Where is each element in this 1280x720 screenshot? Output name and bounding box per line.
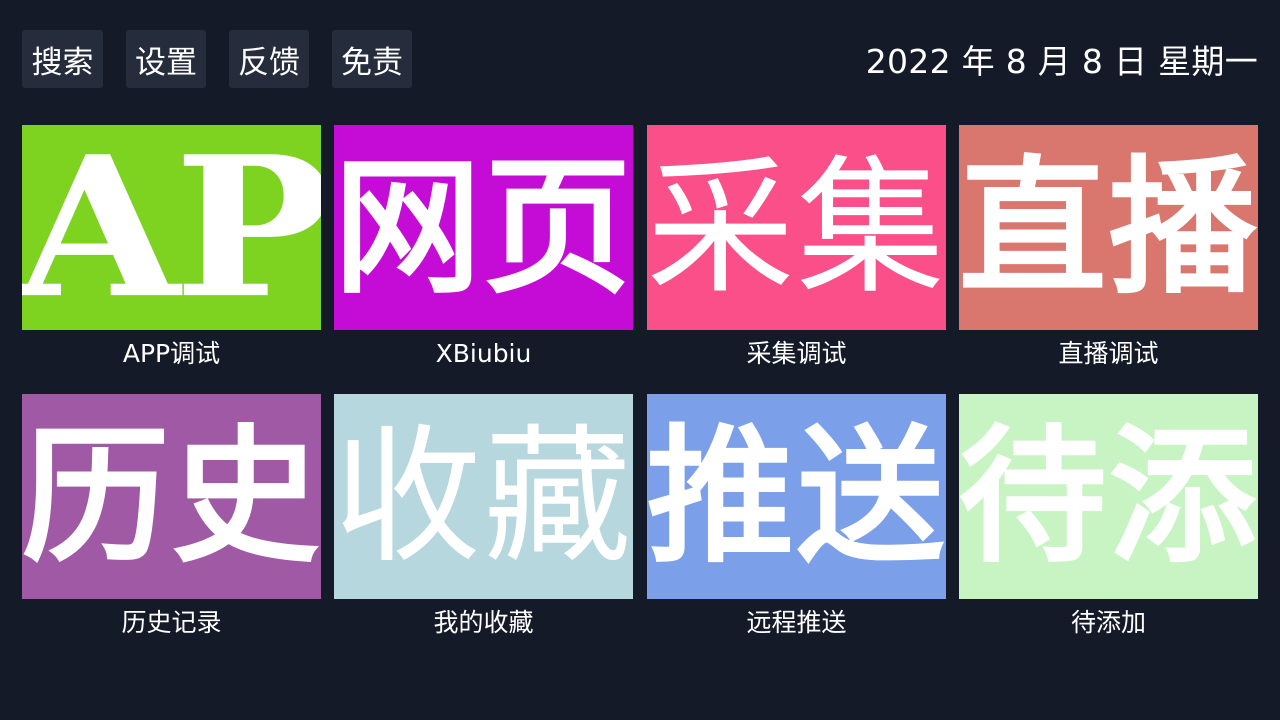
tile-label: XBiubiu [435, 339, 532, 368]
tile-image: 收藏 [334, 394, 633, 599]
tile-to-be-added[interactable]: 待添 待添加 [959, 394, 1258, 642]
tile-image: 历史 [22, 394, 321, 599]
tile-graphic: 推送 [647, 410, 946, 583]
tile-image: 待添 [959, 394, 1258, 599]
tile-favorites[interactable]: 收藏 我的收藏 [334, 394, 633, 642]
tile-label: 历史记录 [121, 608, 222, 637]
tile-label: APP调试 [122, 339, 221, 368]
search-button[interactable]: 搜索 [22, 30, 103, 88]
tile-label: 待添加 [1070, 608, 1146, 637]
tile-collect-debug[interactable]: 采集 采集调试 [647, 125, 946, 373]
tile-graphic: 收藏 [334, 410, 633, 583]
top-bar: 搜索 设置 反馈 免责 2022 年 8 月 8 日 星期一 [22, 30, 1258, 88]
tile-image: 推送 [647, 394, 946, 599]
tile-image: 采集 [647, 125, 946, 330]
tile-live-debug[interactable]: 直播 直播调试 [959, 125, 1258, 373]
tile-label: 采集调试 [746, 339, 847, 368]
tile-graphic: 待添 [959, 410, 1258, 583]
tile-history[interactable]: 历史 历史记录 [22, 394, 321, 642]
tile-image: 网页 [334, 125, 633, 330]
feedback-button[interactable]: 反馈 [229, 30, 309, 88]
tile-graphic: 采集 [647, 141, 946, 314]
disclaimer-button[interactable]: 免责 [332, 30, 412, 88]
tile-remote-push[interactable]: 推送 远程推送 [647, 394, 946, 642]
tile-graphic: AP [22, 125, 321, 330]
tile-label: 我的收藏 [433, 608, 534, 637]
tile-graphic: 直播 [959, 141, 1258, 314]
settings-button[interactable]: 设置 [126, 30, 206, 88]
tile-image: AP [22, 125, 321, 330]
tile-graphic: 网页 [334, 141, 633, 314]
tile-app-debug[interactable]: AP APP调试 [22, 125, 321, 373]
tile-label: 远程推送 [746, 608, 847, 637]
tile-xbiubiu[interactable]: 网页 XBiubiu [334, 125, 633, 373]
date-display: 2022 年 8 月 8 日 星期一 [865, 42, 1258, 81]
tile-label: 直播调试 [1058, 339, 1159, 368]
tile-image: 直播 [959, 125, 1258, 330]
tile-graphic: 历史 [22, 410, 321, 583]
